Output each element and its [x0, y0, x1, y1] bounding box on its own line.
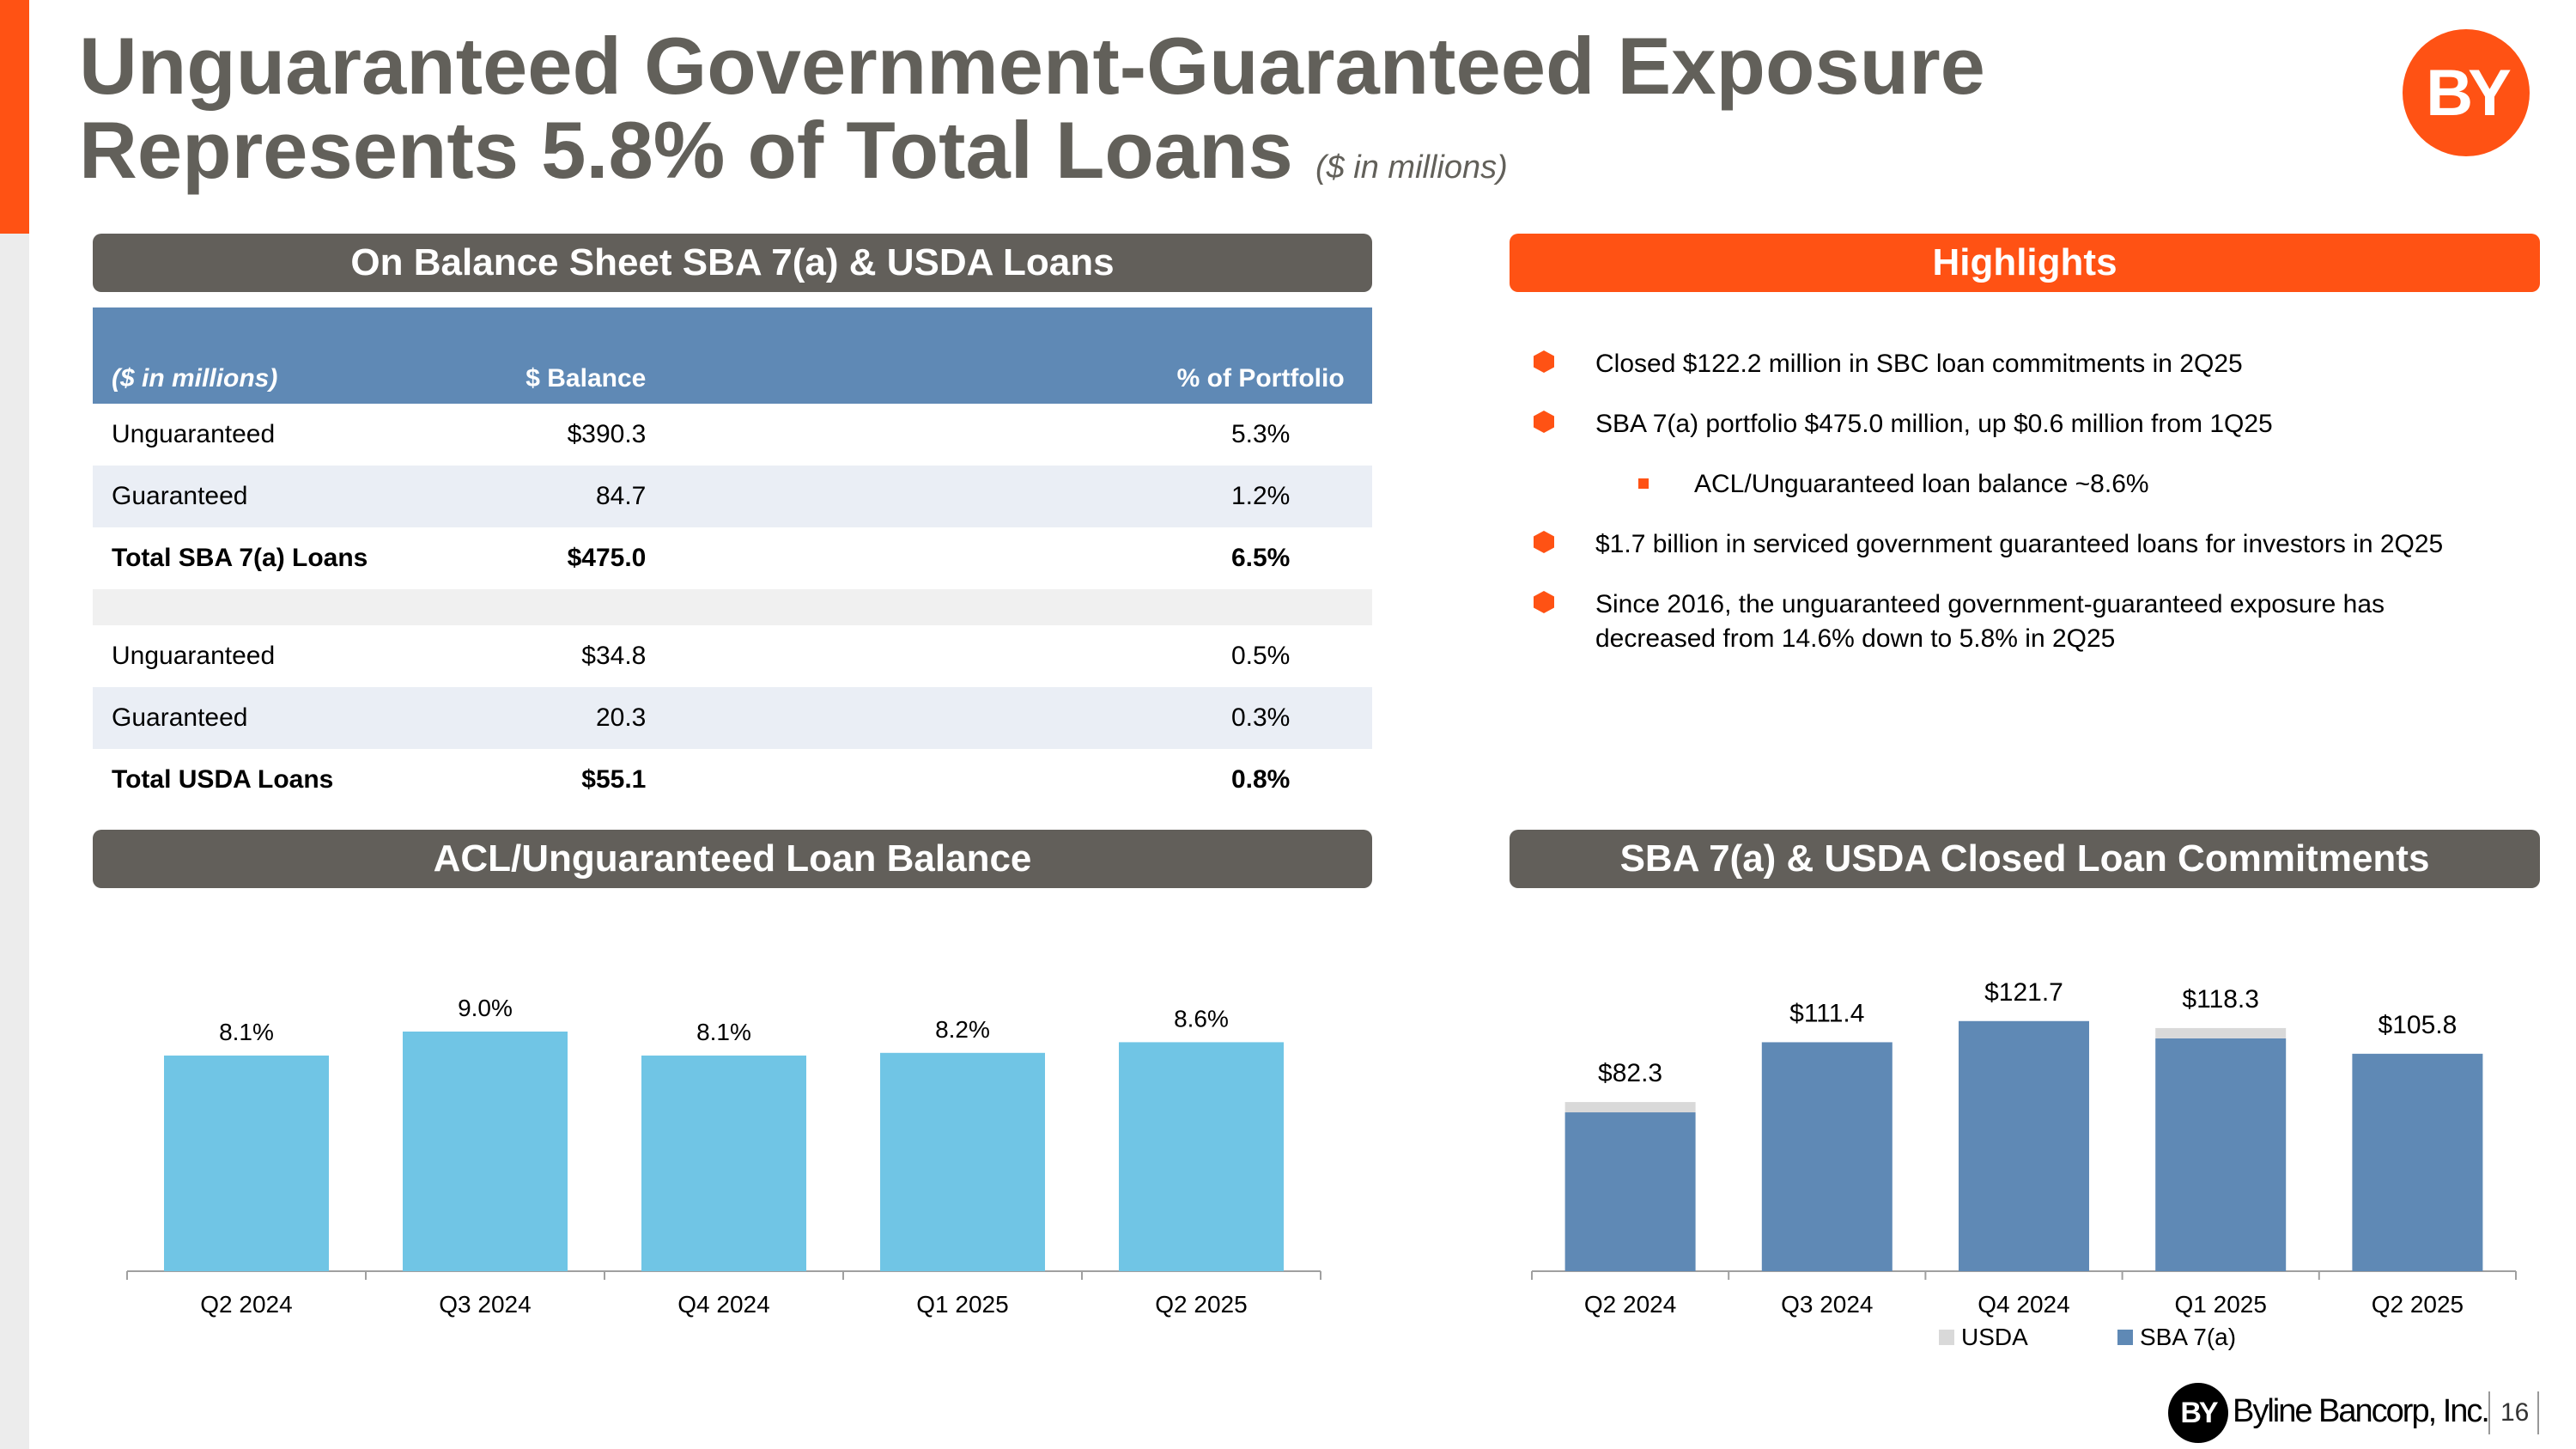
legend-label-usda: USDA — [1961, 1324, 2028, 1350]
commitment-total-label: $121.7 — [1984, 978, 2063, 1007]
table-cell-balance: $390.3 — [567, 420, 647, 448]
table-cell-balance: $34.8 — [581, 642, 647, 670]
sba-bar — [1564, 1112, 1696, 1271]
table-cell-label: Unguaranteed — [112, 420, 276, 448]
highlights-section-header: Highlights — [1510, 234, 2540, 292]
table-cell-pct: 0.3% — [1039, 687, 1372, 749]
commitment-total-label: $105.8 — [2379, 1011, 2458, 1039]
bullet-hexagon-icon — [1534, 350, 1554, 373]
table-col-header: ($ in millions) — [93, 307, 423, 404]
highlight-item: $1.7 billion in serviced government guar… — [1595, 530, 2444, 558]
sba-bar — [2352, 1053, 2483, 1271]
acl-section-header: ACL/Unguaranteed Loan Balance — [93, 830, 1372, 888]
footer-company-name: Byline Bancorp, Inc. — [2233, 1393, 2490, 1429]
table-cell-label: Guaranteed — [93, 466, 423, 527]
acl-bar-data-label: 8.2% — [935, 1016, 990, 1043]
commitments-section-header: SBA 7(a) & USDA Closed Loan Commitments — [1510, 830, 2540, 888]
legend-swatch-usda — [1939, 1330, 1954, 1345]
acl-bar-chart: 8.1% Q2 2024 9.0% Q3 2024 8.1% Q4 2024 8.2% Q1 … — [126, 995, 1321, 1318]
sba-bar — [1761, 1042, 1893, 1271]
highlight-item: Closed $122.2 million in SBC loan commit… — [1595, 350, 2243, 378]
table-cell-balance: 84.7 — [422, 466, 1040, 527]
table-cell-label: Unguaranteed — [112, 642, 276, 670]
commitment-total-label: $82.3 — [1598, 1059, 1662, 1087]
acl-bar-data-label: 8.1% — [696, 1019, 751, 1045]
commitments-bar-chart: $82.3 Q2 2024 $111.4 Q3 2024 $121.7 Q4 2024 $1… — [1531, 978, 2517, 1350]
highlight-item: SBA 7(a) portfolio $475.0 million, up $0… — [1595, 410, 2273, 438]
table-cell-label: Total USDA Loans — [112, 765, 334, 794]
table-col-header: $ Balance — [422, 307, 1040, 404]
acl-bar — [880, 1052, 1045, 1271]
sba-bar — [1959, 1020, 2089, 1271]
page-title-line1: Unguaranteed Government-Guaranteed Expos… — [79, 21, 1985, 111]
table-cell-pct: 0.8% — [1230, 765, 1291, 794]
acl-bar — [164, 1055, 329, 1271]
bullet-square-icon — [1638, 478, 1649, 489]
page-number: 16 — [2500, 1398, 2530, 1427]
left-accent-strip-orange — [0, 0, 29, 234]
left-accent-strip — [0, 0, 29, 1449]
acl-bar-data-label: 8.6% — [1174, 1005, 1229, 1032]
table-header-row: ($ in millions) $ Balance % of Portfolio — [93, 307, 1372, 404]
page-title: Unguaranteed Government-Guaranteed Expos… — [79, 24, 2226, 210]
table-cell-label: Guaranteed — [93, 687, 423, 749]
table-section-header: On Balance Sheet SBA 7(a) & USDA Loans — [93, 234, 1372, 292]
acl-bar — [641, 1055, 806, 1271]
commitment-total-label: $118.3 — [2182, 985, 2259, 1014]
footer-divider — [2488, 1391, 2490, 1434]
x-tick-label: Q4 2024 — [1978, 1291, 2069, 1318]
x-tick-label: Q2 2025 — [1155, 1291, 1247, 1318]
byline-logo: BY — [2403, 29, 2530, 156]
table-row: Guaranteed 84.7 1.2% — [93, 466, 1372, 527]
x-tick-label: Q2 2025 — [2372, 1291, 2464, 1318]
table-cell-balance: 20.3 — [422, 687, 1040, 749]
bullet-hexagon-icon — [1534, 531, 1554, 553]
usda-bar — [1564, 1102, 1696, 1113]
table-col-header: % of Portfolio — [1039, 307, 1372, 404]
table-cell-pct: 1.2% — [1039, 466, 1372, 527]
commitment-total-label: $111.4 — [1789, 999, 1864, 1027]
table-row-total: Total SBA 7(a) Loans $475.0 6.5% — [93, 527, 1372, 589]
bullet-hexagon-icon — [1534, 591, 1554, 613]
table-row-total: Total USDA Loans $55.1 0.8% — [93, 749, 1372, 811]
table-cell-balance: $55.1 — [581, 765, 647, 794]
table-cell-pct: 0.5% — [1230, 642, 1291, 670]
table-row: Unguaranteed $390.3 5.3% — [93, 404, 1372, 466]
x-tick-label: Q3 2024 — [439, 1291, 531, 1318]
footer-logo-icon: BY — [2168, 1383, 2228, 1443]
usda-bar — [2155, 1027, 2287, 1038]
table-row: Guaranteed 20.3 0.3% — [93, 687, 1372, 749]
acl-bar-data-label: 9.0% — [458, 995, 513, 1021]
legend-swatch-sba — [2117, 1330, 2133, 1345]
table-cell-label: Total SBA 7(a) Loans — [112, 544, 368, 572]
x-tick-label: Q2 2024 — [1584, 1291, 1676, 1318]
x-tick-label: Q2 2024 — [200, 1291, 292, 1318]
footer-divider — [2537, 1391, 2539, 1434]
page-subtitle: ($ in millions) — [1315, 149, 1508, 186]
acl-bar — [1119, 1042, 1284, 1271]
highlight-subitem: ACL/Unguaranteed loan balance ~8.6% — [1694, 470, 2149, 498]
table-spacer-row — [93, 589, 1372, 625]
page-title-line2: Represents 5.8% of Total Loans ($ in mil… — [79, 108, 2226, 210]
page-title-line2-text: Represents 5.8% of Total Loans — [79, 105, 1293, 195]
acl-bar-data-label: 8.1% — [219, 1019, 274, 1045]
x-tick-label: Q1 2025 — [916, 1291, 1008, 1318]
x-tick-label: Q3 2024 — [1781, 1291, 1873, 1318]
loans-table: ($ in millions) $ Balance % of Portfolio… — [93, 307, 1372, 811]
legend-label-sba: SBA 7(a) — [2140, 1324, 2236, 1350]
sba-bar — [2155, 1038, 2287, 1271]
bullet-hexagon-icon — [1534, 411, 1554, 433]
table-cell-pct: 5.3% — [1230, 420, 1291, 448]
table-row: Unguaranteed $34.8 0.5% — [93, 625, 1372, 687]
highlight-item: Since 2016, the unguaranteed government-… — [1595, 590, 2385, 653]
table-cell-pct: 6.5% — [1230, 544, 1291, 572]
x-tick-label: Q4 2024 — [677, 1291, 769, 1318]
table-cell-balance: $475.0 — [567, 544, 647, 572]
x-tick-label: Q1 2025 — [2174, 1291, 2266, 1318]
acl-bar — [403, 1032, 568, 1271]
